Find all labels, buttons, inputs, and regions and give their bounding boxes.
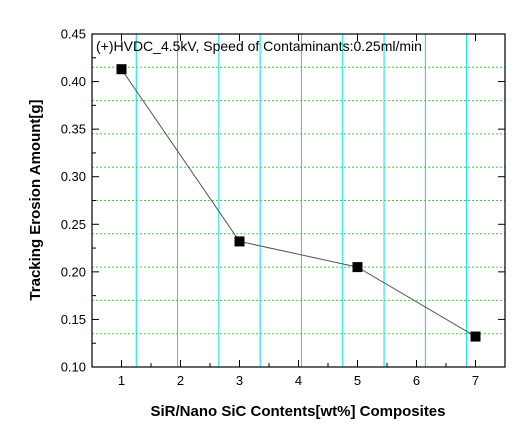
data-point: [116, 64, 127, 75]
x-tick-label: 3: [236, 373, 243, 388]
x-tick-label: 6: [413, 373, 420, 388]
series-layer: [116, 64, 481, 342]
data-point: [352, 262, 363, 273]
x-tick-label: 2: [177, 373, 184, 388]
y-tick-label: 0.45: [61, 27, 86, 42]
axis-ticks: 1 2 3 4 5 6 7 0.10 0.15 0.20 0.25 0.30 0.35 0.40 0.45: [61, 27, 505, 388]
x-axis-title: SiR/Nano SiC Contents[wt%] Composites: [150, 403, 445, 420]
y-tick-label: 0.10: [61, 360, 86, 375]
x-tick-label: 1: [118, 373, 125, 388]
x-tick-label: 5: [354, 373, 361, 388]
series-line: [121, 68, 476, 337]
data-point: [470, 331, 481, 342]
data-point: [234, 236, 245, 247]
y-tick-label: 0.15: [61, 312, 86, 327]
x-tick-label: 4: [295, 373, 302, 388]
y-tick-label: 0.25: [61, 217, 86, 232]
y-tick-label: 0.20: [61, 264, 86, 279]
chart-title: (+)HVDC_4.5kV, Speed of Contaminants:0.2…: [96, 38, 422, 54]
grid: [92, 34, 505, 367]
y-axis-title: Tracking Erosion Amount[g]: [27, 99, 44, 300]
y-tick-label: 0.40: [61, 74, 86, 89]
y-tick-label: 0.35: [61, 122, 86, 137]
y-tick-label: 0.30: [61, 169, 86, 184]
x-tick-label: 7: [472, 373, 479, 388]
